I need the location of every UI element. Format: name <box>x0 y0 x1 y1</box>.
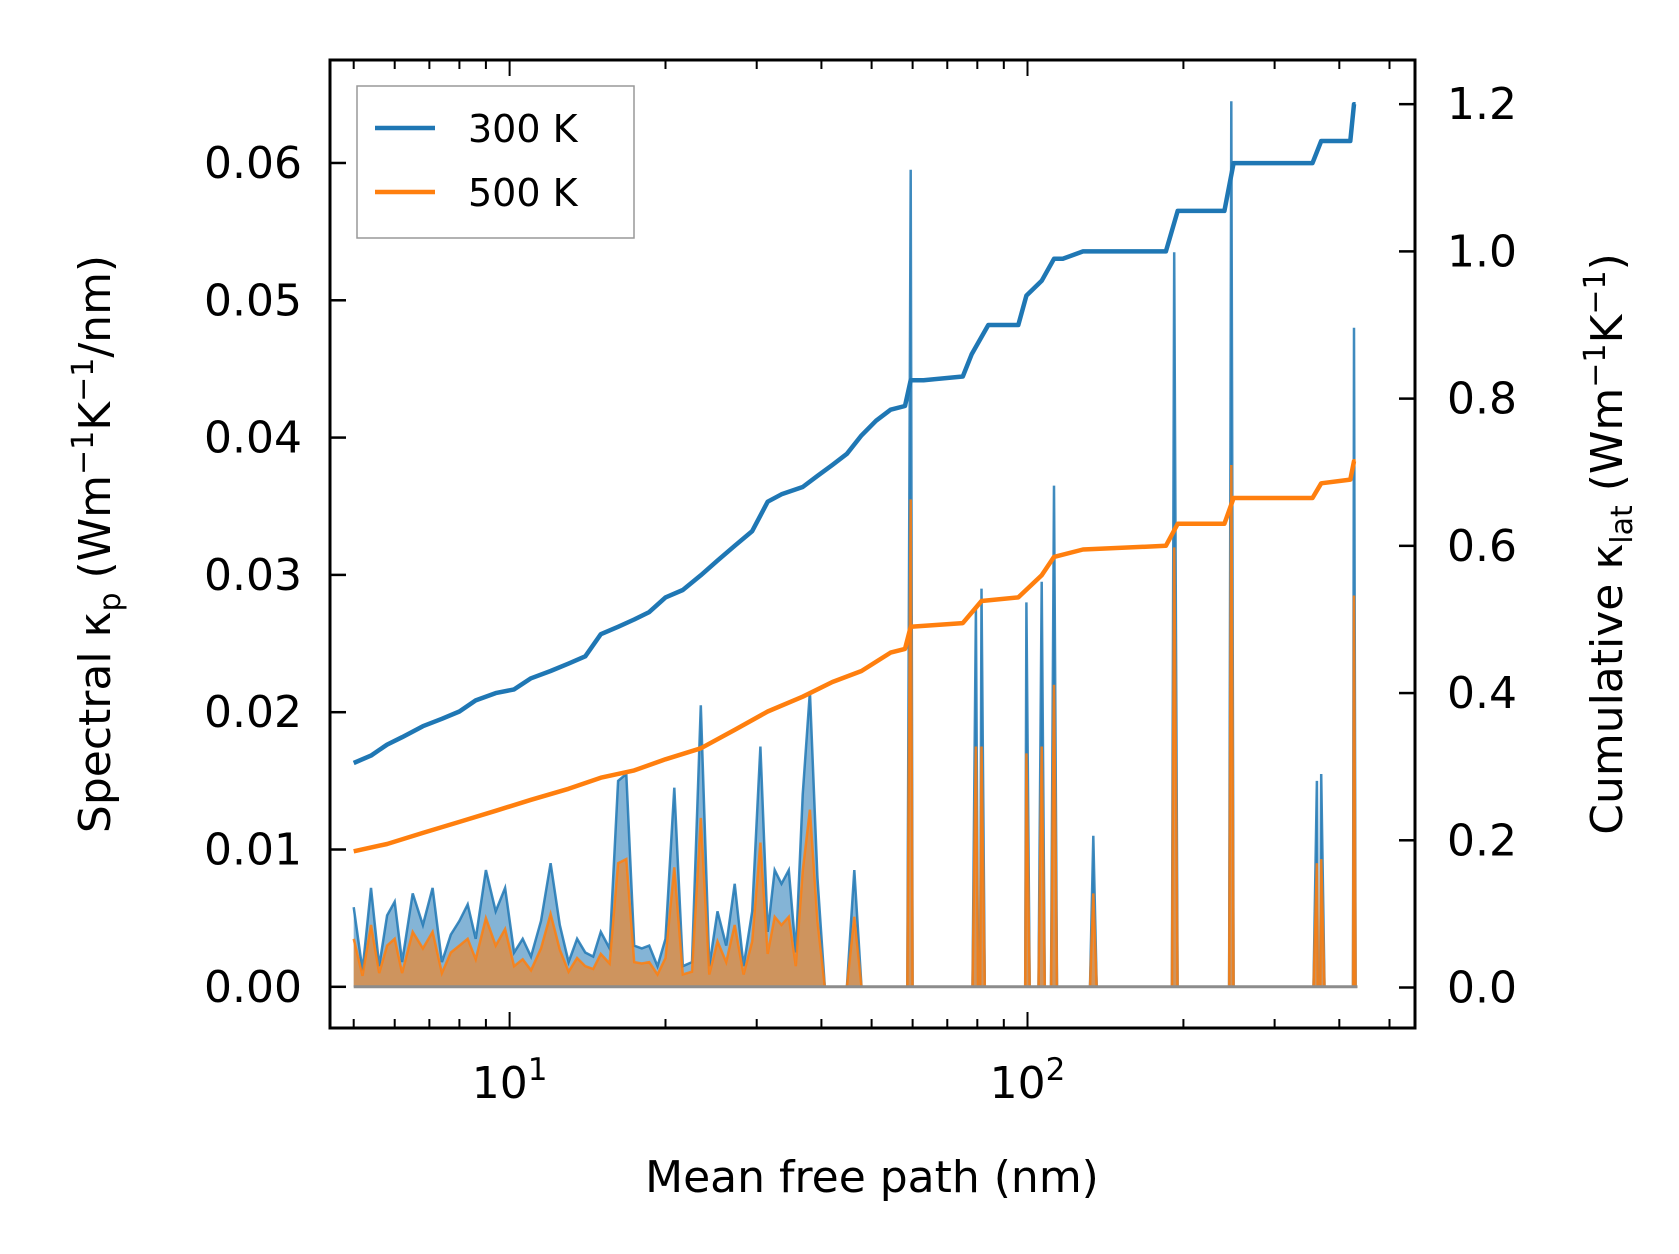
y-left-label-sup2: −1 <box>66 358 101 402</box>
x-tick-exponent: 1 <box>528 1052 548 1088</box>
y-right-tick-label: 1.2 <box>1447 79 1517 130</box>
y-left-tick-label: 0.02 <box>204 687 302 738</box>
y-right-tick-label: 0.2 <box>1447 815 1517 866</box>
legend-box <box>356 85 635 239</box>
y-right-tick-label: 0.4 <box>1447 668 1517 719</box>
y-left-tick-label: 0.01 <box>204 825 302 876</box>
y-right-label-sup2: −1 <box>1578 270 1613 314</box>
x-tick-label: 101 <box>472 1052 548 1109</box>
y-left-tick-label: 0.04 <box>204 413 302 464</box>
y-right-axis-label: Cumulative κlat (Wm−1K−1) <box>1578 253 1640 835</box>
y-right-label-unit: (Wm <box>1582 388 1633 506</box>
y-right-label-sup1: −1 <box>1578 343 1613 387</box>
cumulative-line-300k <box>352 101 1357 766</box>
legend-label-500k: 500 K <box>468 171 579 215</box>
legend: 300 K 500 K <box>356 85 635 239</box>
y-right-label-main: Cumulative κ <box>1582 544 1633 835</box>
y-left-label-sup1: −1 <box>66 431 101 475</box>
y-right-label-k: K <box>1582 313 1633 343</box>
y-right-tick-label: 1.0 <box>1447 226 1517 277</box>
y-left-label-unit: (Wm <box>70 475 121 593</box>
x-axis-label: Mean free path (nm) <box>645 1152 1099 1203</box>
y-right-tick-label: 0.6 <box>1447 521 1517 572</box>
axis-ticks: 0.00 0.01 0.02 0.03 0.04 0.05 0.06 0.0 0.2 0.4 0.6… <box>204 60 1517 1109</box>
x-tick-base: 10 <box>472 1058 528 1109</box>
legend-label-300k: 300 K <box>468 107 579 151</box>
x-tick-exponent: 2 <box>1046 1052 1066 1088</box>
y-right-tick-label: 0.8 <box>1447 374 1517 425</box>
y-left-tick-label: 0.05 <box>204 275 302 326</box>
y-left-label-sub: p <box>93 592 128 611</box>
x-tick-label: 102 <box>990 1052 1066 1109</box>
y-left-label-k: K <box>70 401 121 431</box>
y-right-label-tail: ) <box>1582 253 1633 270</box>
y-right-tick-label: 0.0 <box>1447 963 1517 1014</box>
spectral-fills <box>352 101 1358 989</box>
y-right-label-sub: lat <box>1605 505 1640 544</box>
series-lines <box>352 101 1357 854</box>
y-left-label-tail: /nm) <box>70 255 121 358</box>
x-tick-base: 10 <box>990 1058 1046 1109</box>
cumulative-line-500k <box>353 458 1357 854</box>
y-left-label-main: Spectral κ <box>70 612 121 834</box>
y-left-tick-label: 0.03 <box>204 550 302 601</box>
y-left-tick-label: 0.06 <box>204 138 302 189</box>
y-left-tick-label: 0.00 <box>204 962 302 1013</box>
y-left-axis-label: Spectral κp (Wm−1K−1/nm) <box>66 255 128 833</box>
